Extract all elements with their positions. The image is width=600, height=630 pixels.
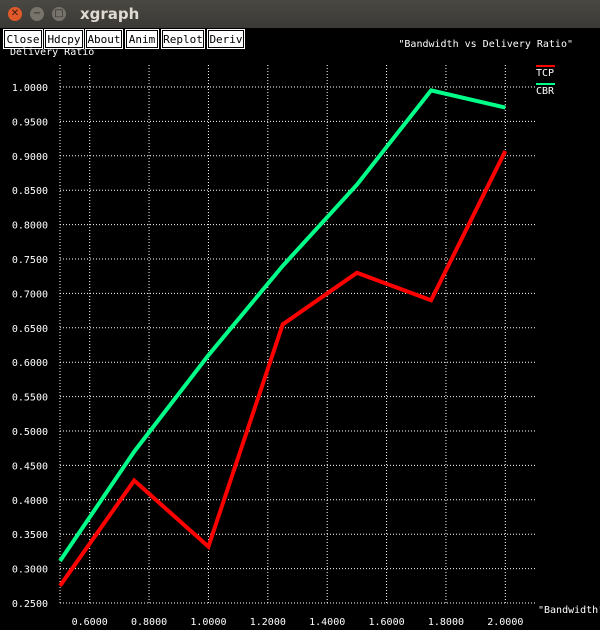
x-tick-label: 1.0000 [190,617,226,628]
y-tick-label: 0.4500 [12,461,48,472]
hdcpy-button[interactable]: Hdcpy [44,29,84,49]
y-tick-label: 0.5000 [12,427,48,438]
chart-title: "Bandwidth vs Delivery Ratio" [398,39,573,50]
y-tick-label: 0.2500 [12,599,48,610]
x-tick-label: 1.4000 [309,617,345,628]
x-tick-label: 2.0000 [487,617,523,628]
x-tick-label: 1.6000 [369,617,405,628]
x-tick-label: 0.6000 [72,617,108,628]
maximize-window-icon[interactable]: □ [52,7,66,21]
series-line-cbr [58,88,506,563]
y-tick-label: 1.0000 [12,83,48,94]
y-tick-label: 0.5500 [12,393,48,404]
deriv-button[interactable]: Deriv [207,29,245,49]
y-tick-label: 0.4000 [12,496,48,507]
window-title: xgraph [80,5,140,23]
y-tick-label: 0.6000 [12,358,48,369]
y-tick-label: 0.8000 [12,221,48,232]
x-tick-label: 0.8000 [131,617,167,628]
x-axis-label: "Bandwidth" [538,605,600,616]
title-bar: ✕ − □ xgraph [0,0,600,28]
y-tick-label: 0.7000 [12,289,48,300]
y-tick-label: 0.3500 [12,530,48,541]
about-button[interactable]: About [85,29,123,49]
x-tick-label: 1.8000 [428,617,464,628]
legend-label-tcp: TCP [536,68,554,79]
replot-button[interactable]: Replot [161,29,205,49]
y-tick-label: 0.7500 [12,255,48,266]
y-tick-label: 0.9500 [12,117,48,128]
y-tick-label: 0.8500 [12,186,48,197]
x-tick-label: 1.2000 [250,617,286,628]
legend-label-cbr: CBR [536,86,555,97]
series-line-tcp [58,150,508,587]
y-tick-label: 0.9000 [12,152,48,163]
y-tick-label: 0.3000 [12,565,48,576]
close-window-icon[interactable]: ✕ [8,7,22,21]
anim-button[interactable]: Anim [125,29,159,49]
close-button[interactable]: Close [3,29,43,49]
y-tick-label: 0.6500 [12,324,48,335]
y-axis-label: Delivery Ratio [10,47,94,58]
minimize-window-icon[interactable]: − [30,7,44,21]
